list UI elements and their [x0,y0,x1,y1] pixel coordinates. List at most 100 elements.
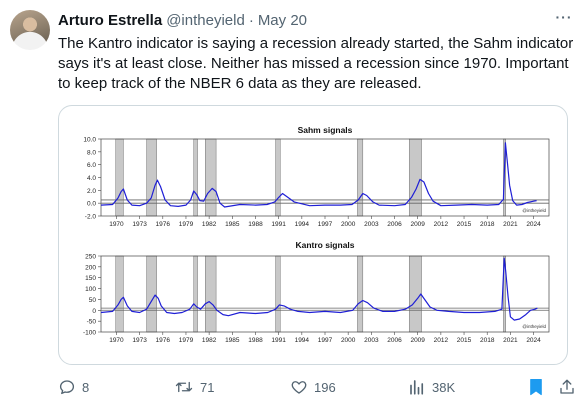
recession-band [146,138,157,217]
tweet-date[interactable]: May 20 [257,11,308,29]
views-button[interactable]: 38K [408,378,455,396]
y-tick-label: -2.0 [85,214,97,221]
recession-band [205,255,217,333]
plot-frame [100,255,550,333]
x-tick-label: 1979 [179,221,194,228]
retweet-count: 71 [200,379,215,395]
chart-title: Sahm signals [298,125,353,135]
x-tick-label: 2009 [410,337,425,344]
y-tick-label: 250 [85,254,96,261]
y-tick-label: 100 [85,286,96,293]
x-tick-label: 1970 [109,337,124,344]
tweet-actions: 8 71 196 38K [58,376,578,398]
recession-band [146,255,157,333]
x-tick-label: 1985 [225,337,240,344]
x-tick-label: 2018 [480,337,495,344]
x-tick-label: 2018 [480,221,495,228]
tweet-media-chart[interactable]: 10.0 8.0 6.0 4.0 2.0 0.0 -2.0 1970 1973 1976 1979 1… [58,105,568,365]
charts-figure: 10.0 8.0 6.0 4.0 2.0 0.0 -2.0 1970 1973 1976 1979 1… [83,125,550,344]
header-separator: · [248,11,254,29]
reply-icon [59,380,75,395]
heart-icon [291,381,307,394]
recession-band [205,138,217,217]
y-tick-label: 6.0 [87,162,96,169]
y-tick-label: 8.0 [87,149,96,156]
x-tick-label: 1991 [271,221,286,228]
x-tick-label: 1982 [202,337,217,344]
like-button[interactable]: 196 [290,378,336,396]
x-tick-label: 1973 [132,337,147,344]
x-tick-label: 2003 [364,221,379,228]
chart-panel-2: 250 200 150 100 50 0 -50 -100 1970 1973 1976 1979 19… [83,240,550,344]
reply-count: 8 [82,379,90,395]
share-button[interactable] [558,378,576,396]
series-line [100,142,537,208]
y-tick-label: 150 [85,275,96,282]
recession-band [408,255,422,333]
x-tick-label: 2000 [341,221,356,228]
x-tick-label: 2000 [341,337,356,344]
x-tick-label: 1970 [109,221,124,228]
views-icon [410,380,424,395]
series-line [100,257,538,321]
x-tick-label: 1976 [156,337,171,344]
recession-band [193,255,198,333]
recession-band [357,255,364,333]
x-tick-label: 2015 [457,337,472,344]
recession-band [275,255,281,333]
more-icon[interactable]: ··· [555,9,573,25]
x-tick-label: 1991 [271,337,286,344]
x-tick-label: 2021 [503,221,518,228]
x-tick-label: 1979 [179,337,194,344]
y-tick-label: 0.0 [87,201,96,208]
recession-band [193,138,198,217]
recession-band [115,138,124,217]
y-tick-label: -100 [83,330,96,337]
chart-panel-1: 10.0 8.0 6.0 4.0 2.0 0.0 -2.0 1970 1973 1976 1979 1… [83,125,550,228]
y-tick-label: -50 [87,319,97,326]
y-tick-label: 2.0 [87,188,96,195]
x-tick-label: 1976 [156,221,171,228]
x-tick-label: 1988 [248,221,263,228]
retweet-button[interactable]: 71 [174,378,214,396]
y-tick-label: 4.0 [87,175,96,182]
y-tick-label: 0 [92,308,96,315]
chart-watermark: @intheyield [522,324,546,329]
views-count: 38K [432,379,456,395]
x-tick-label: 1985 [225,221,240,228]
x-tick-label: 1994 [295,337,310,344]
y-tick-label: 10.0 [83,137,96,144]
recession-band [408,138,422,217]
y-tick-label: 50 [89,297,97,304]
recession-band [115,255,124,333]
recession-band [357,138,364,217]
x-tick-label: 1988 [248,337,263,344]
chart-title: Kantro signals [295,240,354,250]
x-tick-label: 1994 [295,221,310,228]
share-icon [560,379,574,394]
x-tick-label: 2006 [387,221,402,228]
chart-watermark: @intheyield [522,208,546,213]
x-tick-label: 2012 [434,337,449,344]
x-tick-label: 1997 [318,337,333,344]
tweet-header: Arturo Estrella @intheyield · May 20 [58,10,558,30]
bookmark-icon [530,378,542,396]
x-tick-label: 1997 [318,221,333,228]
x-tick-label: 2015 [457,221,472,228]
like-count: 196 [314,379,336,395]
bookmark-button[interactable] [528,378,544,396]
x-tick-label: 2021 [503,337,518,344]
author-handle[interactable]: @intheyield [166,11,245,29]
x-tick-label: 2024 [526,221,541,228]
tweet-text: The Kantro indicator is saying a recessi… [58,35,574,92]
y-tick-label: 200 [85,264,96,271]
author-name[interactable]: Arturo Estrella [58,11,163,29]
x-tick-label: 1982 [202,221,217,228]
recession-band [275,138,281,217]
x-tick-label: 2024 [526,337,541,344]
x-tick-label: 2003 [364,337,379,344]
avatar[interactable] [10,10,50,50]
x-tick-label: 2009 [410,221,425,228]
x-tick-label: 2006 [387,337,402,344]
reply-button[interactable]: 8 [58,378,89,396]
